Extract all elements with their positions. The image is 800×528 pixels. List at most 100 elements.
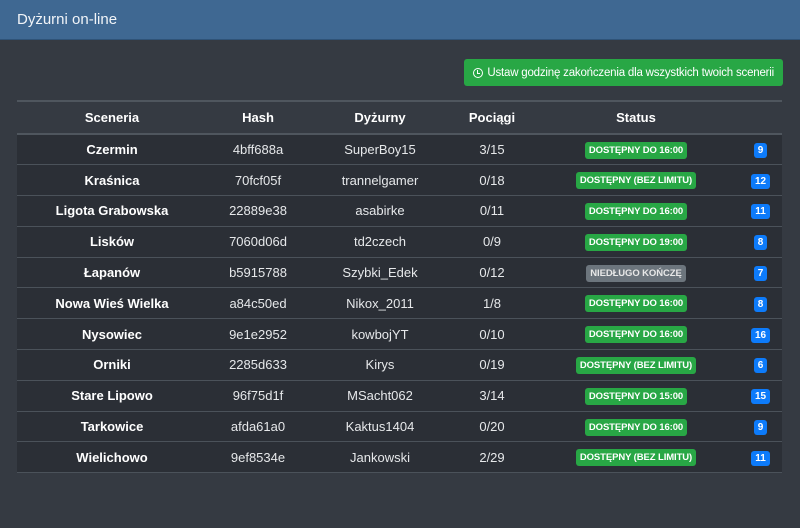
scenery-name: Wielichowo (17, 441, 207, 474)
status-badge: DOSTĘPNY DO 16:00 (584, 326, 688, 344)
count-cell: 11 (739, 195, 782, 227)
dispatcher-name: Jankowski (309, 441, 451, 474)
status-badge: DOSTĘPNY DO 19:00 (584, 233, 688, 251)
hash: 2285d633 (207, 349, 309, 381)
count-badge: 9 (753, 143, 768, 159)
scenery-name: Nysowiec (17, 318, 207, 351)
count-badge: 11 (751, 204, 770, 220)
column-header-status[interactable]: Status (533, 100, 739, 135)
trains-count: 0/12 (451, 257, 533, 289)
status-cell: DOSTĘPNY DO 16:00 (533, 318, 739, 351)
hash: 7060d06d (207, 226, 309, 258)
status-cell: NIEDŁUGO KOŃCZĘ (533, 257, 739, 289)
count-badge: 9 (753, 420, 768, 436)
column-header-scenery[interactable]: Sceneria (17, 100, 207, 135)
table-row[interactable]: Nowa Wieś Wielka a84c50ed Nikox_2011 1/8… (17, 287, 782, 320)
actions-bar: Ustaw godzinę zakończenia dla wszystkich… (464, 59, 783, 86)
count-cell: 12 (739, 164, 782, 197)
scenery-name: Tarkowice (17, 411, 207, 443)
trains-count: 0/20 (451, 411, 533, 443)
trains-count: 2/29 (451, 441, 533, 474)
scenery-name: Ligota Grabowska (17, 195, 207, 227)
hash: afda61a0 (207, 411, 309, 443)
status-badge: DOSTĘPNY (BEZ LIMITU) (575, 172, 697, 190)
dispatcher-name: Kaktus1404 (309, 411, 451, 443)
column-header-dispatcher[interactable]: Dyżurny (309, 100, 451, 135)
table-row[interactable]: Stare Lipowo 96f75d1f MSacht062 3/14 DOS… (17, 380, 782, 412)
status-badge: DOSTĘPNY DO 16:00 (584, 202, 688, 220)
count-badge: 6 (753, 358, 768, 374)
hash: 9ef8534e (207, 441, 309, 474)
status-cell: DOSTĘPNY DO 16:00 (533, 411, 739, 443)
count-cell: 8 (739, 287, 782, 320)
hash: b5915788 (207, 257, 309, 289)
table-row[interactable]: Orniki 2285d633 Kirys 0/19 DOSTĘPNY (BEZ… (17, 349, 782, 381)
hash: 22889e38 (207, 195, 309, 227)
column-header-hash[interactable]: Hash (207, 100, 309, 135)
scenery-name: Nowa Wieś Wielka (17, 287, 207, 320)
dispatcher-name: td2czech (309, 226, 451, 258)
trains-count: 0/9 (451, 226, 533, 258)
scenery-name: Stare Lipowo (17, 380, 207, 412)
status-cell: DOSTĘPNY DO 15:00 (533, 380, 739, 412)
table-row[interactable]: Czermin 4bff688a SuperBoy15 3/15 DOSTĘPN… (17, 134, 782, 166)
panel-header: Dyżurni on-line (0, 0, 800, 40)
status-badge: DOSTĘPNY DO 16:00 (584, 141, 688, 159)
status-cell: DOSTĘPNY (BEZ LIMITU) (533, 441, 739, 474)
trains-count: 3/15 (451, 134, 533, 166)
table-row[interactable]: Ligota Grabowska 22889e38 asabirke 0/11 … (17, 195, 782, 227)
table-row[interactable]: Wielichowo 9ef8534e Jankowski 2/29 DOSTĘ… (17, 441, 782, 474)
set-end-time-button[interactable]: Ustaw godzinę zakończenia dla wszystkich… (464, 59, 783, 86)
status-badge: NIEDŁUGO KOŃCZĘ (586, 264, 686, 282)
status-cell: DOSTĘPNY DO 16:00 (533, 287, 739, 320)
status-badge: DOSTĘPNY DO 16:00 (584, 418, 688, 436)
hash: 9e1e2952 (207, 318, 309, 351)
count-cell: 8 (739, 226, 782, 258)
hash: 4bff688a (207, 134, 309, 166)
count-badge: 8 (753, 235, 768, 251)
hash: a84c50ed (207, 287, 309, 320)
trains-count: 0/19 (451, 349, 533, 381)
count-badge: 15 (750, 389, 771, 405)
dispatcher-name: Kirys (309, 349, 451, 381)
dispatcher-name: SuperBoy15 (309, 134, 451, 166)
count-cell: 9 (739, 134, 782, 166)
scenery-name: Kraśnica (17, 164, 207, 197)
table-row[interactable]: Tarkowice afda61a0 Kaktus1404 0/20 DOSTĘ… (17, 411, 782, 443)
dispatcher-name: asabirke (309, 195, 451, 227)
count-cell: 16 (739, 318, 782, 351)
count-cell: 11 (739, 441, 782, 474)
status-badge: DOSTĘPNY (BEZ LIMITU) (575, 449, 697, 467)
count-badge: 8 (753, 296, 768, 312)
column-header-count (739, 100, 782, 135)
scenery-name: Lisków (17, 226, 207, 258)
column-header-trains[interactable]: Pociągi (451, 100, 533, 135)
status-badge: DOSTĘPNY (BEZ LIMITU) (575, 356, 697, 374)
trains-count: 1/8 (451, 287, 533, 320)
count-badge: 11 (751, 450, 770, 466)
status-cell: DOSTĘPNY (BEZ LIMITU) (533, 349, 739, 381)
table-row[interactable]: Kraśnica 70fcf05f trannelgamer 0/18 DOST… (17, 164, 782, 197)
dispatcher-name: trannelgamer (309, 164, 451, 197)
status-cell: DOSTĘPNY DO 16:00 (533, 134, 739, 166)
panel-title: Dyżurni on-line (17, 11, 118, 28)
scenery-name: Czermin (17, 134, 207, 166)
dispatcher-name: Szybki_Edek (309, 257, 451, 289)
status-cell: DOSTĘPNY (BEZ LIMITU) (533, 164, 739, 197)
trains-count: 0/18 (451, 164, 533, 197)
status-badge: DOSTĘPNY DO 16:00 (584, 295, 688, 313)
dispatchers-table: Sceneria Hash Dyżurny Pociągi Status Cze… (17, 100, 782, 474)
table-row[interactable]: Lisków 7060d06d td2czech 0/9 DOSTĘPNY DO… (17, 226, 782, 258)
dispatcher-name: Nikox_2011 (309, 287, 451, 320)
count-badge: 16 (750, 327, 771, 343)
count-cell: 6 (739, 349, 782, 381)
count-cell: 7 (739, 257, 782, 289)
scenery-name: Łapanów (17, 257, 207, 289)
table-row[interactable]: Nysowiec 9e1e2952 kowbojYT 0/10 DOSTĘPNY… (17, 318, 782, 351)
table-row[interactable]: Łapanów b5915788 Szybki_Edek 0/12 NIEDŁU… (17, 257, 782, 289)
scenery-name: Orniki (17, 349, 207, 381)
status-badge: DOSTĘPNY DO 15:00 (584, 387, 688, 405)
clock-icon (473, 67, 484, 78)
hash: 96f75d1f (207, 380, 309, 412)
table-header-row: Sceneria Hash Dyżurny Pociągi Status (17, 100, 782, 135)
